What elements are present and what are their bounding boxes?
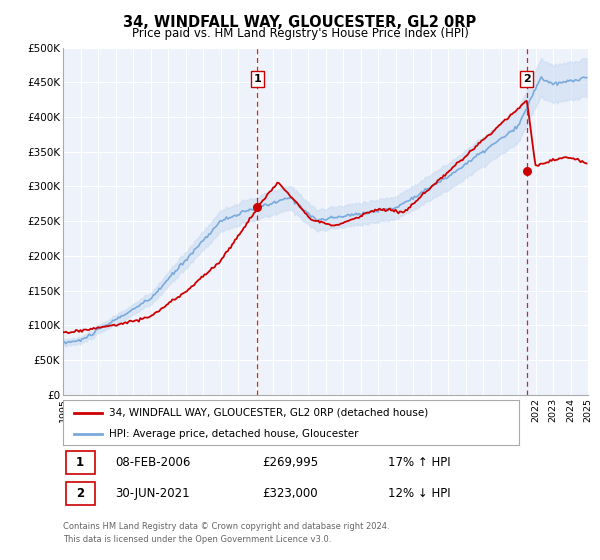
FancyBboxPatch shape xyxy=(65,451,95,474)
Text: 1: 1 xyxy=(76,456,84,469)
Text: 30-JUN-2021: 30-JUN-2021 xyxy=(115,487,190,500)
Text: 08-FEB-2006: 08-FEB-2006 xyxy=(115,456,191,469)
Text: 17% ↑ HPI: 17% ↑ HPI xyxy=(389,456,451,469)
Text: 12% ↓ HPI: 12% ↓ HPI xyxy=(389,487,451,500)
Text: 1: 1 xyxy=(253,74,261,84)
Text: 34, WINDFALL WAY, GLOUCESTER, GL2 0RP: 34, WINDFALL WAY, GLOUCESTER, GL2 0RP xyxy=(124,15,476,30)
FancyBboxPatch shape xyxy=(65,482,95,505)
Point xyxy=(253,203,262,212)
Text: Contains HM Land Registry data © Crown copyright and database right 2024.: Contains HM Land Registry data © Crown c… xyxy=(63,522,389,531)
Text: 2: 2 xyxy=(523,74,530,84)
Text: £269,995: £269,995 xyxy=(263,456,319,469)
Text: This data is licensed under the Open Government Licence v3.0.: This data is licensed under the Open Gov… xyxy=(63,534,331,544)
Text: £323,000: £323,000 xyxy=(263,487,318,500)
Text: HPI: Average price, detached house, Gloucester: HPI: Average price, detached house, Glou… xyxy=(109,429,358,439)
Text: 2: 2 xyxy=(76,487,84,500)
Text: 34, WINDFALL WAY, GLOUCESTER, GL2 0RP (detached house): 34, WINDFALL WAY, GLOUCESTER, GL2 0RP (d… xyxy=(109,408,428,418)
Text: Price paid vs. HM Land Registry's House Price Index (HPI): Price paid vs. HM Land Registry's House … xyxy=(131,27,469,40)
Point xyxy=(522,166,532,175)
